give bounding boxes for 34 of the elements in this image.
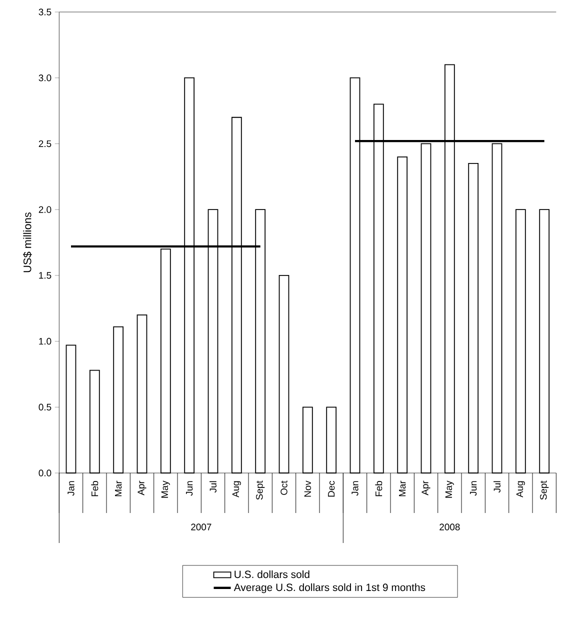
x-tick-label: Jun <box>470 481 477 496</box>
x-tick-label: Dec <box>328 480 335 497</box>
x-tick-label: May <box>161 480 170 498</box>
legend-label: U.S. dollars sold <box>234 570 310 578</box>
y-tick-label: 0.0 <box>38 470 52 476</box>
x-tick-label: Apr <box>138 480 146 496</box>
x-tick-label: Feb <box>91 480 98 496</box>
x-tick-label: Jul <box>210 481 216 493</box>
x-tick-label: Aug <box>516 481 525 498</box>
x-tick-label: Oct <box>280 480 288 495</box>
x-tick-label: Aug <box>232 481 241 498</box>
text: 2007 <box>191 524 212 530</box>
legend-label: Average U.S. dollars sold in 1st 9 months <box>234 583 426 594</box>
x-tick-label: Jan <box>352 481 358 496</box>
y-tick-label: 2.0 <box>38 206 52 213</box>
x-tick-label: May <box>445 480 454 498</box>
x-tick-label: Mar <box>399 480 406 496</box>
y-tick-label: 2.5 <box>38 140 52 148</box>
x-tick-label: Sept <box>540 480 549 500</box>
x-tick-label: Mar <box>115 480 122 496</box>
y-tick-label: 3.5 <box>38 8 52 16</box>
y-axis-title: US$ millions <box>23 212 32 272</box>
y-tick-label: 1.5 <box>39 272 52 279</box>
x-tick-label: Feb <box>375 480 382 496</box>
x-tick-label: Nov <box>304 480 311 497</box>
y-tick-label: 1.0 <box>39 338 52 345</box>
text: 2008 <box>440 524 460 530</box>
x-tick-label: Jul <box>494 481 500 493</box>
x-tick-label: Jun <box>186 481 193 496</box>
x-tick-label: Jan <box>68 481 74 496</box>
x-tick-label: Sept <box>256 480 265 500</box>
y-tick-label: 3.0 <box>38 74 52 82</box>
y-tick-label: 0.5 <box>38 404 52 410</box>
x-tick-label: Apr <box>422 480 430 496</box>
